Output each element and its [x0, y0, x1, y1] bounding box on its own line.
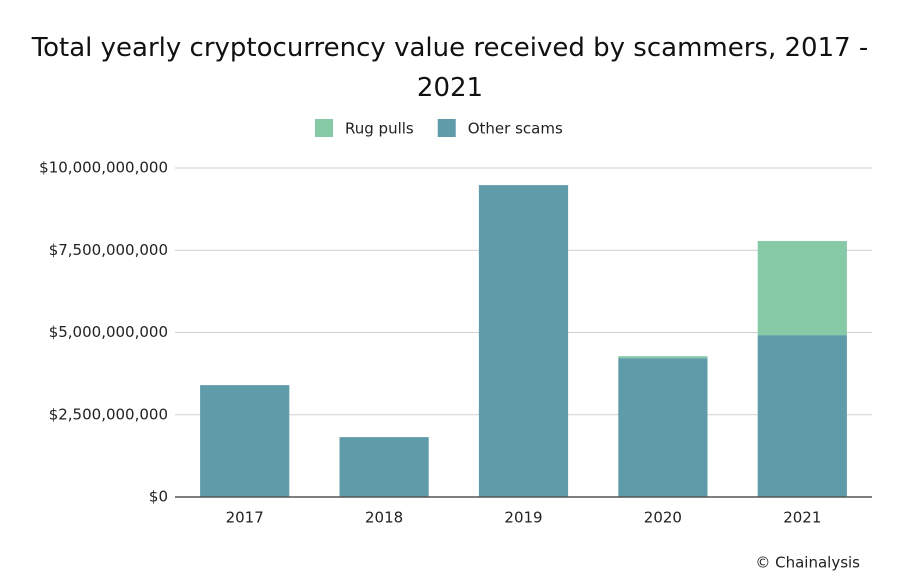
y-tick-label: $2,500,000,000	[49, 405, 168, 423]
x-tick-label: 2021	[783, 509, 821, 527]
x-tick-label: 2017	[226, 509, 264, 527]
bar-segment	[757, 335, 847, 497]
bar-segment	[339, 437, 429, 497]
y-tick-label: $5,000,000,000	[49, 323, 168, 341]
y-tick-label: $0	[149, 488, 168, 506]
bar-segment	[618, 356, 708, 359]
legend-label: Other scams	[468, 120, 563, 138]
source: © Chainalysis	[755, 554, 860, 572]
bar-segment	[200, 385, 290, 497]
x-tick-label: 2020	[644, 509, 682, 527]
x-tick-label: 2018	[365, 509, 403, 527]
y-tick-label: $7,500,000,000	[49, 241, 168, 259]
chart-title: Total yearly cryptocurrency value receiv…	[31, 33, 869, 103]
bar-segment	[618, 358, 708, 497]
legend-label: Rug pulls	[345, 120, 414, 138]
legend-swatch	[437, 119, 456, 137]
bar-segment	[478, 185, 569, 497]
bar-segment	[757, 241, 847, 336]
y-tick-label: $10,000,000,000	[39, 159, 168, 177]
legend-swatch	[315, 119, 333, 137]
x-tick-label: 2019	[504, 509, 542, 527]
